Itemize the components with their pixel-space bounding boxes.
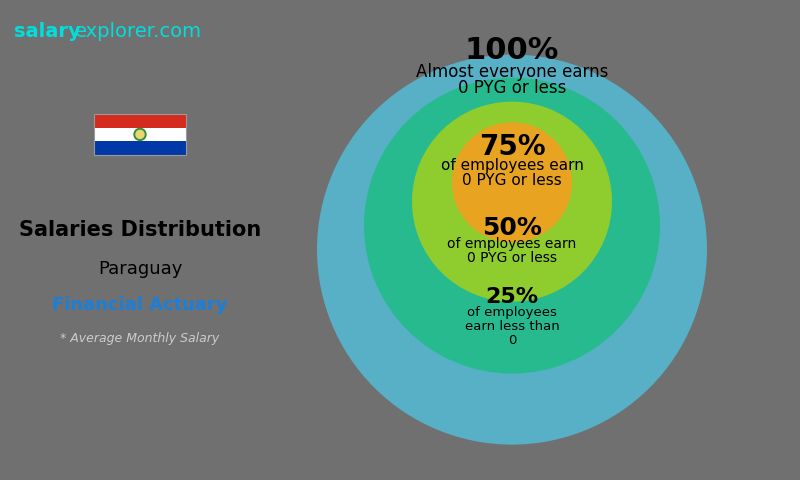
Text: 50%: 50% — [482, 216, 542, 240]
Text: 100%: 100% — [465, 36, 559, 65]
Bar — [94, 114, 186, 155]
Circle shape — [412, 102, 612, 301]
Text: of employees: of employees — [467, 306, 557, 319]
Circle shape — [364, 78, 660, 373]
Text: Almost everyone earns: Almost everyone earns — [416, 63, 608, 82]
Text: 0 PYG or less: 0 PYG or less — [467, 251, 557, 264]
Text: Paraguay: Paraguay — [98, 260, 182, 278]
Text: 75%: 75% — [478, 133, 546, 161]
Text: earn less than: earn less than — [465, 320, 559, 333]
Text: * Average Monthly Salary: * Average Monthly Salary — [60, 332, 220, 345]
Circle shape — [452, 122, 572, 242]
Text: of employees earn: of employees earn — [447, 237, 577, 251]
Circle shape — [317, 55, 707, 444]
Circle shape — [136, 131, 144, 138]
Text: of employees earn: of employees earn — [441, 158, 583, 173]
Bar — [94, 141, 186, 155]
Bar — [94, 114, 186, 128]
Circle shape — [134, 129, 146, 141]
Text: salary: salary — [14, 22, 81, 41]
Text: Salaries Distribution: Salaries Distribution — [19, 220, 261, 240]
Text: explorer.com: explorer.com — [75, 22, 202, 41]
Text: Financial Actuary: Financial Actuary — [52, 296, 228, 314]
Text: 25%: 25% — [486, 287, 538, 307]
Text: 0 PYG or less: 0 PYG or less — [462, 173, 562, 188]
Bar — [94, 128, 186, 141]
Text: 0 PYG or less: 0 PYG or less — [458, 79, 566, 97]
Text: 0: 0 — [508, 334, 516, 347]
